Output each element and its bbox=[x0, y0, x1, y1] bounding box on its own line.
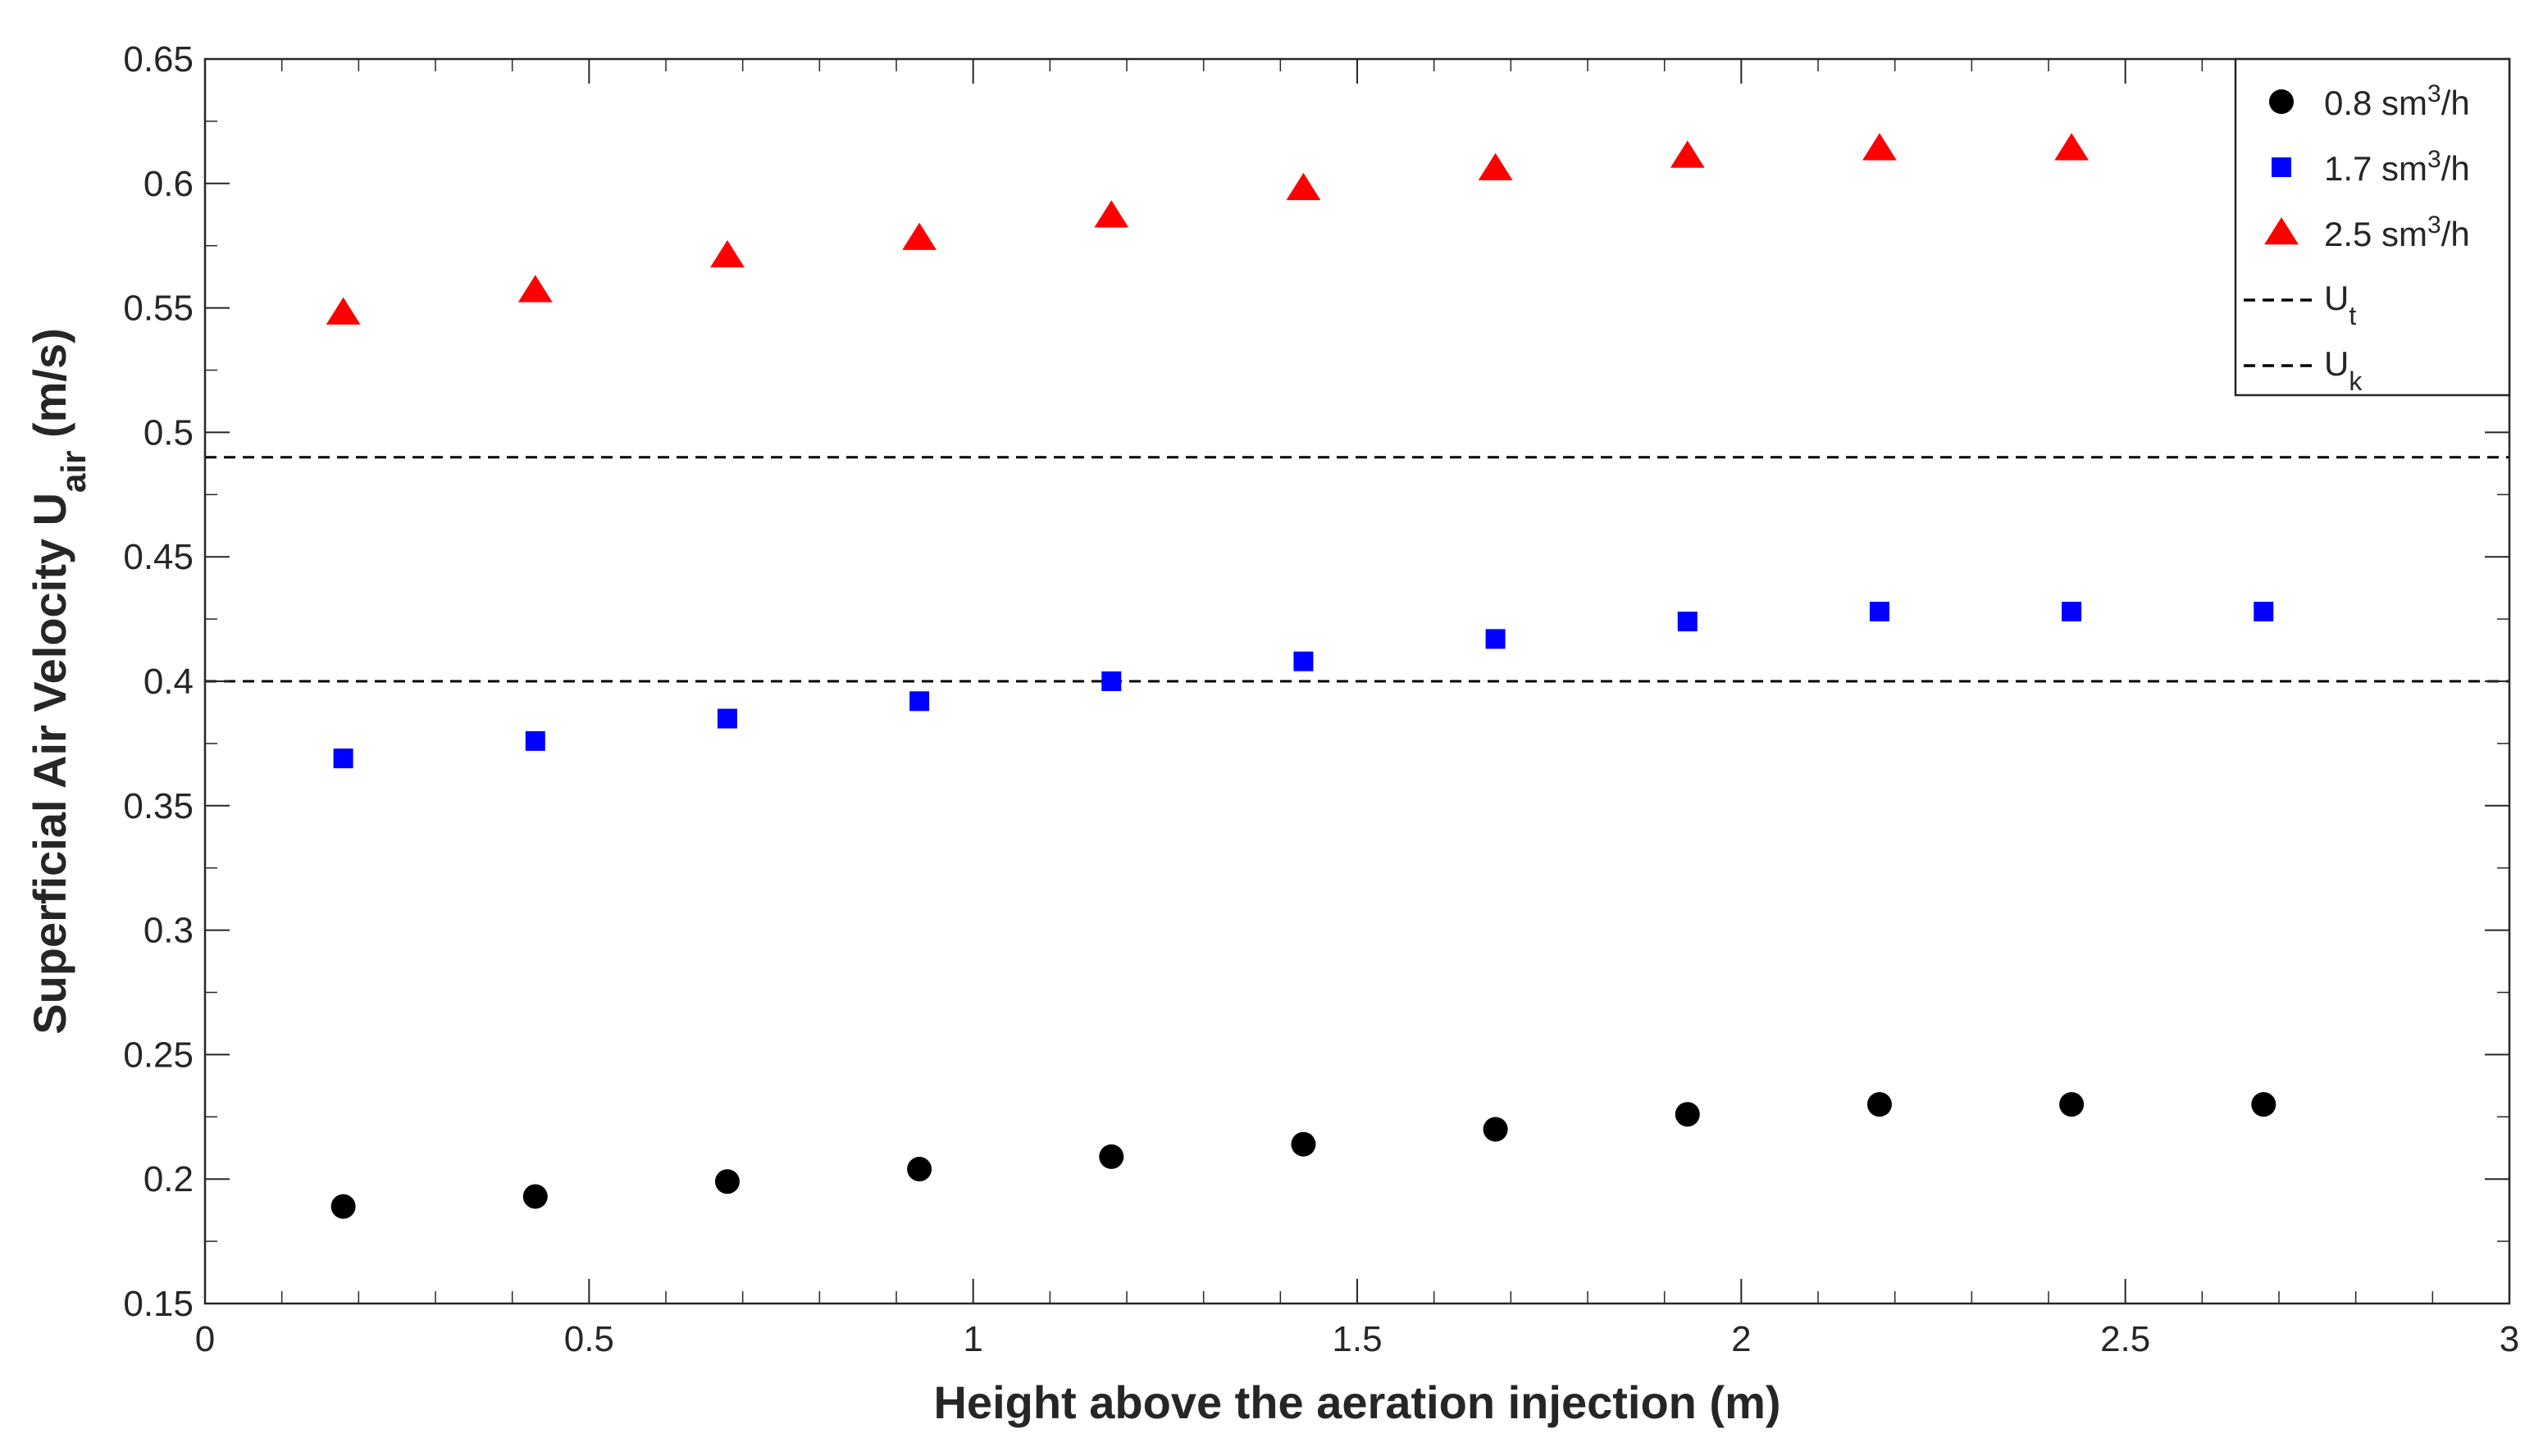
data-point-square bbox=[2254, 601, 2274, 621]
x-tick-label: 0.5 bbox=[564, 1319, 614, 1359]
data-point-circle bbox=[1099, 1144, 1124, 1169]
data-point-triangle bbox=[326, 297, 361, 325]
x-tick-label: 2 bbox=[1731, 1319, 1751, 1359]
x-tick-label: 0 bbox=[195, 1319, 215, 1359]
data-point-triangle bbox=[902, 222, 937, 250]
y-tick-label: 0.15 bbox=[123, 1284, 194, 1324]
legend-entry: 0.8 sm3/h bbox=[2269, 80, 2470, 123]
data-point-square bbox=[1869, 601, 1889, 621]
legend-marker-square bbox=[2272, 157, 2291, 177]
legend-entry: Uk bbox=[2244, 344, 2363, 396]
y-tick-label: 0.55 bbox=[123, 289, 194, 329]
y-tick-label: 0.4 bbox=[144, 662, 194, 702]
data-point-circle bbox=[2059, 1092, 2085, 1117]
data-point-circle bbox=[714, 1169, 740, 1194]
legend-entry: 2.5 sm3/h bbox=[2264, 212, 2470, 254]
data-point-square bbox=[333, 748, 353, 769]
y-tick-label: 0.3 bbox=[144, 911, 194, 951]
x-tick-label: 3 bbox=[2500, 1319, 2519, 1359]
legend-label: 0.8 sm3/h bbox=[2324, 80, 2470, 123]
y-tick-label: 0.6 bbox=[144, 164, 194, 204]
y-tick-label: 0.5 bbox=[144, 412, 194, 453]
y-tick-label: 0.35 bbox=[123, 786, 194, 826]
data-point-circle bbox=[330, 1194, 356, 1219]
legend-label: Uk bbox=[2324, 344, 2363, 396]
plot-area-frame bbox=[203, 57, 2511, 1305]
data-point-square bbox=[525, 730, 545, 751]
data-point-circle bbox=[2251, 1092, 2276, 1117]
legend-entry: Ut bbox=[2244, 279, 2356, 330]
data-point-triangle bbox=[1478, 152, 1513, 180]
y-tick-label: 0.2 bbox=[144, 1159, 194, 1199]
y-axis-label: Superficial Air Velocity Uair (m/s) bbox=[24, 328, 93, 1035]
data-point-square bbox=[1293, 651, 1314, 671]
data-point-circle bbox=[1291, 1131, 1316, 1157]
x-tick-label: 2.5 bbox=[2100, 1319, 2150, 1359]
data-point-triangle bbox=[1286, 172, 1321, 201]
legend-entry: 1.7 sm3/h bbox=[2272, 146, 2470, 189]
x-axis-label: Height above the aeration injection (m) bbox=[933, 1376, 1780, 1428]
data-point-square bbox=[1677, 612, 1698, 632]
data-point-circle bbox=[1483, 1117, 1508, 1142]
data-point-triangle bbox=[517, 275, 553, 303]
data-point-square bbox=[909, 691, 930, 712]
series-circle-group bbox=[330, 1092, 2276, 1219]
series-square-group bbox=[333, 601, 2274, 769]
data-point-circle bbox=[1866, 1092, 1892, 1117]
data-point-triangle bbox=[1094, 200, 1129, 228]
data-point-square bbox=[1101, 671, 1122, 691]
data-point-triangle bbox=[1862, 133, 1897, 161]
x-tick-label: 1.5 bbox=[1332, 1319, 1382, 1359]
legend-label: 2.5 sm3/h bbox=[2324, 212, 2470, 254]
x-tick-label: 1 bbox=[963, 1319, 982, 1359]
legend-marker-triangle bbox=[2264, 217, 2299, 245]
data-point-square bbox=[717, 708, 737, 729]
data-point-circle bbox=[1675, 1102, 1700, 1127]
legend-label: 1.7 sm3/h bbox=[2324, 146, 2470, 189]
data-point-triangle bbox=[1670, 140, 1705, 168]
data-point-circle bbox=[522, 1184, 548, 1209]
data-point-circle bbox=[907, 1157, 932, 1182]
data-point-triangle bbox=[710, 239, 745, 268]
legend-marker-circle bbox=[2269, 89, 2294, 114]
data-point-triangle bbox=[2054, 133, 2089, 161]
y-tick-label: 0.65 bbox=[123, 39, 194, 80]
y-tick-label: 0.45 bbox=[123, 537, 194, 577]
data-point-square bbox=[2062, 601, 2082, 621]
data-point-square bbox=[1485, 629, 1506, 649]
y-tick-label: 0.25 bbox=[123, 1035, 194, 1075]
legend-label: Ut bbox=[2324, 279, 2356, 330]
